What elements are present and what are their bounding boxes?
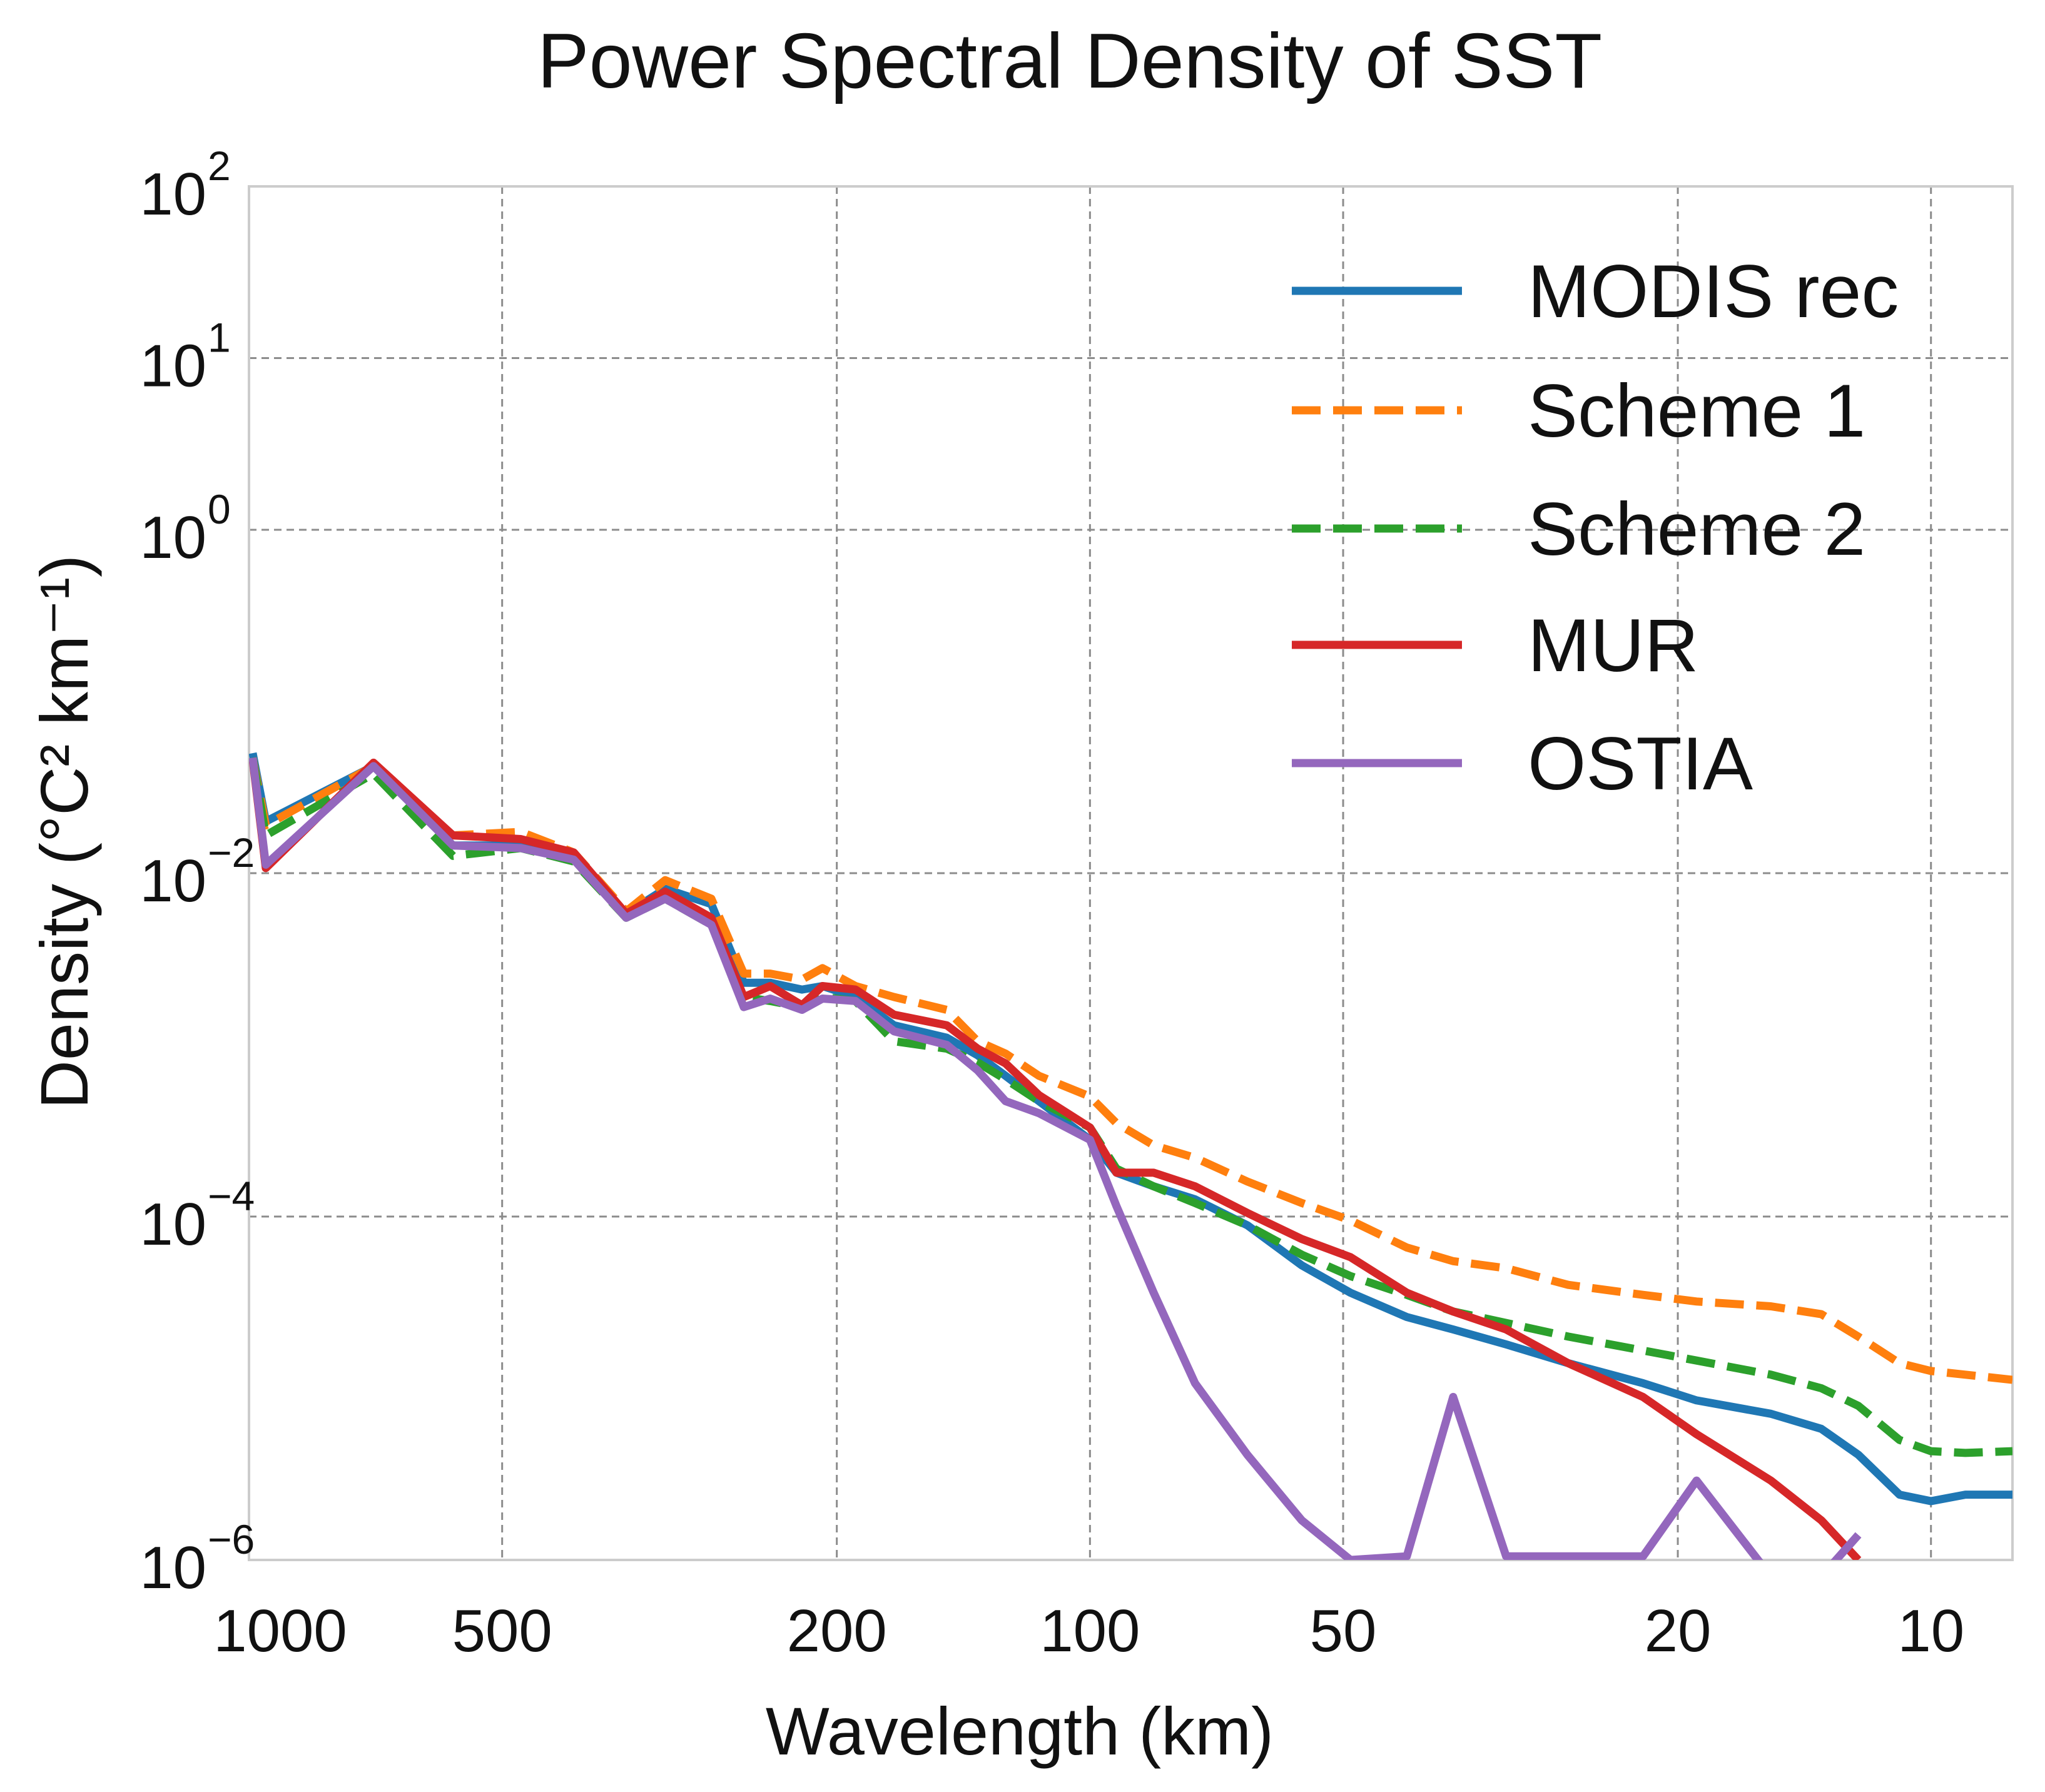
y-tick-exponent: 2 bbox=[208, 143, 231, 189]
y-tick-label: 10 bbox=[140, 161, 206, 228]
x-tick-label: 1000 bbox=[213, 1597, 347, 1664]
legend-label: Scheme 1 bbox=[1528, 369, 1865, 453]
y-tick-exponent: −4 bbox=[208, 1173, 255, 1219]
chart-title: Power Spectral Density of SST bbox=[537, 18, 1602, 104]
x-tick-labels: 1000 500 200 100 50 20 10 bbox=[213, 1597, 1964, 1664]
series-line-mur bbox=[249, 758, 1862, 1560]
y-tick-exponent: −2 bbox=[208, 829, 255, 876]
y-tick-label: 10 bbox=[140, 1534, 206, 1601]
y-tick-exponent: 1 bbox=[208, 315, 231, 361]
series-line-scheme-1 bbox=[249, 757, 2012, 1384]
legend-label: MUR bbox=[1528, 604, 1698, 687]
y-tick-exponent: −6 bbox=[208, 1516, 255, 1562]
legend-label: OSTIA bbox=[1528, 722, 1753, 806]
y-tick-label: 10 bbox=[140, 848, 206, 914]
x-axis-label: Wavelength (km) bbox=[766, 1693, 1274, 1769]
x-tick-label: 200 bbox=[787, 1597, 887, 1664]
legend: MODIS rec Scheme 1 Scheme 2 MUR OSTIA bbox=[1292, 250, 1899, 806]
x-tick-label: 10 bbox=[1897, 1597, 1964, 1664]
series-group bbox=[249, 752, 2012, 1560]
x-tick-label: 20 bbox=[1645, 1597, 1712, 1664]
y-tick-label: 10 bbox=[140, 333, 206, 400]
legend-label: MODIS rec bbox=[1528, 250, 1899, 333]
series-line-scheme-2 bbox=[249, 757, 2012, 1457]
grid-lines bbox=[249, 186, 2012, 1560]
y-tick-label: 10 bbox=[140, 1191, 206, 1258]
x-tick-label: 100 bbox=[1040, 1597, 1140, 1664]
y-tick-labels: 10 210 110 010 −210 −410 −6 bbox=[140, 143, 255, 1601]
series-line-ostia bbox=[249, 757, 1862, 1560]
y-axis-label: Density (°C² km⁻¹) bbox=[26, 555, 102, 1109]
plot-frame bbox=[248, 185, 2014, 1561]
legend-label: Scheme 2 bbox=[1528, 487, 1865, 571]
y-tick-exponent: 0 bbox=[208, 486, 231, 532]
series-line-modis-rec bbox=[249, 752, 2012, 1506]
y-tick-label: 10 bbox=[140, 504, 206, 571]
x-tick-label: 500 bbox=[452, 1597, 552, 1664]
x-tick-label: 50 bbox=[1310, 1597, 1377, 1664]
